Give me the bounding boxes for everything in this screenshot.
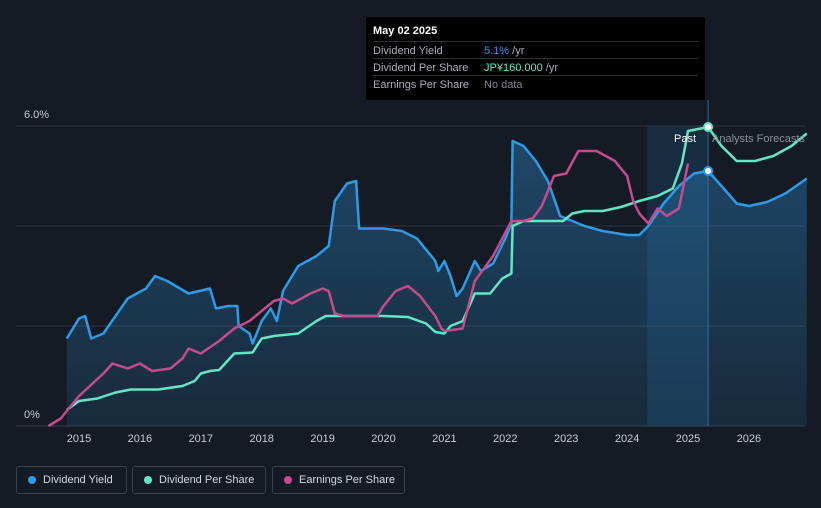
y-tick-label-zero: 0% [24,409,40,421]
tick-layer: 2015 2016 2017 2018 2019 2020 2021 2022 2023 2024… [67,433,761,445]
dividend-per-share-line [66,125,808,412]
forecast-label: Analysts Forecasts [712,133,805,145]
x-tick-label: 2015 [67,433,91,445]
x-tick-label: 2020 [371,433,395,445]
x-tick-label: 2019 [310,433,334,445]
y-tick-label-max: 6.0% [24,109,49,121]
dividend-yield-area [66,141,807,426]
circle-icon [284,476,292,484]
x-tick-label: 2025 [676,433,700,445]
x-tick-label: 2018 [249,433,273,445]
series-layer [47,125,808,428]
circle-icon [144,476,152,484]
tooltip-label: Dividend Per Share [373,62,469,74]
x-tick-label: 2022 [493,433,517,445]
earnings-per-share-line [47,149,690,428]
legend-label: Earnings Per Share [299,474,395,486]
dividend-yield-marker [703,166,714,176]
tooltip-label: Dividend Yield [373,45,443,57]
x-tick-label: 2021 [432,433,456,445]
legend-label: Dividend Yield [43,474,113,486]
legend-item-dividend-yield[interactable]: Dividend Yield [16,466,127,494]
legend-label: Dividend Per Share [159,474,255,486]
x-tick-label: 2016 [128,433,152,445]
past-label: Past [674,133,696,145]
tooltip-value: No data [484,79,523,91]
tooltip-value: 5.1% /yr [484,45,525,57]
legend-item-earnings-per-share[interactable]: Earnings Per Share [272,466,405,494]
tooltip-row-dividend-per-share: Dividend Per Share JP¥160.000 /yr [373,58,698,76]
x-tick-label: 2024 [615,433,639,445]
x-tick-label: 2026 [737,433,761,445]
x-tick-label: 2017 [189,433,213,445]
marker-layer [703,122,714,176]
dividend-yield-line [65,139,808,345]
tooltip-row-dividend-yield: Dividend Yield 5.1% /yr [373,41,698,59]
legend-item-dividend-per-share[interactable]: Dividend Per Share [132,466,266,494]
circle-icon [28,476,36,484]
tooltip-value: JP¥160.000 /yr [484,62,558,74]
tooltip-row-earnings-per-share: Earnings Per Share No data [373,75,698,93]
x-tick-label: 2023 [554,433,578,445]
tooltip: May 02 2025 Dividend Yield 5.1% /yr Divi… [366,17,705,100]
dividend-per-share-marker [703,122,714,132]
tooltip-date: May 02 2025 [373,25,438,37]
tooltip-label: Earnings Per Share [373,79,469,91]
